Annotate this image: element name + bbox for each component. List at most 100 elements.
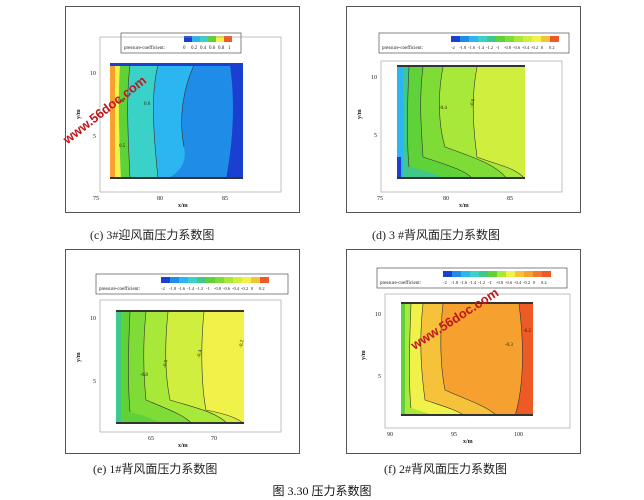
x-axis-label: x/m bbox=[463, 439, 473, 445]
contour-field-c: 0.8 0.6 0.5 bbox=[110, 63, 243, 180]
contour-label: -0.4 bbox=[197, 349, 203, 358]
legend-tick: -1.4 bbox=[477, 45, 485, 50]
legend-tick: -0.2 bbox=[531, 45, 538, 50]
contour-field-e: -0.8 -0.6 -0.4 -0.2 bbox=[116, 310, 245, 425]
legend-tick: -1.8 bbox=[451, 280, 459, 285]
y-tick: 10 bbox=[375, 312, 381, 318]
x-axis-label: x/m bbox=[178, 443, 188, 449]
caption-f: (f) 2#背风面压力系数图 bbox=[384, 462, 507, 476]
caption-d: (d) 3 #背风面压力系数图 bbox=[372, 228, 500, 242]
legend-tick: -1.2 bbox=[486, 45, 493, 50]
legend-tick: -1.6 bbox=[178, 286, 186, 291]
legend-title-f: pressure-coefficient: bbox=[380, 281, 421, 286]
legend-tick: -0.6 bbox=[505, 280, 513, 285]
y-axis-label: y/m bbox=[76, 109, 82, 119]
legend-tick: -1.8 bbox=[169, 286, 177, 291]
legend-colorbar-c bbox=[184, 36, 232, 42]
legend-colorbar-d bbox=[451, 36, 559, 42]
panel-d: pressure-coefficient: -2 -1.8 -1.6 -1.4 … bbox=[346, 6, 581, 213]
y-axis-label: y/m bbox=[361, 350, 367, 360]
legend-colorbar-f bbox=[443, 271, 551, 277]
x-tick: 85 bbox=[222, 196, 228, 202]
legend-colorbar-e bbox=[161, 277, 269, 283]
legend-tick: -0.8 bbox=[214, 286, 222, 291]
legend-tick: -2 bbox=[451, 45, 455, 50]
contour-plot-c: pressure-coefficient: 0 0.2 0.4 0.6 0.8 … bbox=[76, 32, 282, 209]
y-tick: 10 bbox=[371, 75, 377, 81]
figure-caption: 图 3.30 压力系数图 bbox=[272, 484, 372, 498]
contour-label: -0.6 bbox=[470, 98, 476, 107]
legend-tick: -1.2 bbox=[478, 280, 485, 285]
contour-label: -0.4 bbox=[439, 106, 447, 111]
legend-tick: 0 bbox=[251, 286, 254, 291]
x-axis-label: x/m bbox=[178, 203, 188, 209]
y-tick: 10 bbox=[90, 71, 96, 77]
y-tick: 5 bbox=[93, 134, 96, 140]
legend-tick: -1.8 bbox=[459, 45, 467, 50]
legend-tick: 0 bbox=[533, 280, 536, 285]
caption-c: (c) 3#迎风面压力系数图 bbox=[90, 228, 215, 242]
contour-label: 0.6 bbox=[144, 102, 151, 107]
legend-tick: 0.2 bbox=[191, 46, 198, 51]
contour-plot-e: pressure-coefficient: -2 -1.8 -1.6 -1.4 … bbox=[76, 273, 289, 449]
legend-tick: 0.2 bbox=[541, 280, 547, 285]
contour-label: -0.8 bbox=[140, 373, 148, 378]
legend-tick: -0.4 bbox=[232, 286, 240, 291]
legend-tick: -1 bbox=[496, 45, 500, 50]
legend-tick: -1.6 bbox=[460, 280, 468, 285]
legend-tick: -2 bbox=[161, 286, 165, 291]
contour-field-d: -0.4 -0.6 bbox=[397, 65, 526, 180]
x-tick: 90 bbox=[387, 432, 393, 438]
y-tick: 5 bbox=[93, 379, 96, 385]
legend-tick: -2 bbox=[443, 280, 447, 285]
legend-tick: -0.6 bbox=[513, 45, 521, 50]
x-tick: 85 bbox=[507, 196, 513, 202]
x-tick: 80 bbox=[157, 196, 163, 202]
legend-tick: -0.4 bbox=[522, 45, 530, 50]
x-tick: 80 bbox=[443, 196, 449, 202]
legend-tick: -1 bbox=[206, 286, 210, 291]
legend-title-e: pressure-coefficient: bbox=[99, 287, 140, 292]
contour-label: -0.3 bbox=[505, 343, 513, 348]
legend-tick: -1.2 bbox=[196, 286, 203, 291]
legend-tick: 0.4 bbox=[200, 46, 207, 51]
contour-field-f: -0.2 -0.3 bbox=[401, 302, 533, 417]
legend-tick: 0.6 bbox=[209, 46, 216, 51]
legend-tick: -0.8 bbox=[504, 45, 512, 50]
legend-tick: -0.2 bbox=[523, 280, 530, 285]
panel-c: pressure-coefficient: 0 0.2 0.4 0.6 0.8 … bbox=[65, 6, 300, 213]
legend-tick: 0.2 bbox=[549, 45, 555, 50]
legend-tick: 0 bbox=[541, 45, 544, 50]
legend-tick: 0 bbox=[183, 46, 186, 51]
legend-tick: -0.8 bbox=[496, 280, 504, 285]
contour-label: -0.6 bbox=[163, 359, 169, 368]
y-axis-label: y/m bbox=[76, 352, 82, 362]
legend-tick: -0.4 bbox=[514, 280, 522, 285]
y-tick: 5 bbox=[378, 374, 381, 380]
contour-label: -0.2 bbox=[239, 339, 245, 348]
y-tick: 10 bbox=[90, 316, 96, 322]
legend-tick: 0.8 bbox=[218, 46, 225, 51]
legend-tick: -0.6 bbox=[223, 286, 231, 291]
y-tick: 5 bbox=[374, 133, 377, 139]
legend-tick: -1.4 bbox=[469, 280, 477, 285]
panel-f: pressure-coefficient: -2 -1.8 -1.6 -1.4 … bbox=[346, 249, 581, 454]
legend-tick: -0.2 bbox=[241, 286, 248, 291]
legend-title-d: pressure-coefficient: bbox=[382, 46, 423, 51]
legend-tick: -1.6 bbox=[468, 45, 476, 50]
x-tick: 100 bbox=[514, 432, 523, 438]
x-tick: 95 bbox=[451, 432, 457, 438]
x-tick: 75 bbox=[93, 196, 99, 202]
caption-e: (e) 1#背风面压力系数图 bbox=[93, 462, 218, 476]
contour-label: 0.5 bbox=[119, 144, 126, 149]
legend-tick: 1 bbox=[228, 46, 231, 51]
x-tick: 70 bbox=[211, 436, 217, 442]
contour-plot-f: pressure-coefficient: -2 -1.8 -1.6 -1.4 … bbox=[361, 267, 571, 445]
legend-tick: 0.2 bbox=[259, 286, 265, 291]
legend-tick: -1.4 bbox=[187, 286, 195, 291]
contour-label: -0.2 bbox=[523, 329, 531, 334]
legend-title-c: pressure-coefficient: bbox=[124, 46, 165, 51]
x-axis-label: x/m bbox=[459, 203, 469, 209]
legend-tick: -1 bbox=[488, 280, 492, 285]
panel-e: pressure-coefficient: -2 -1.8 -1.6 -1.4 … bbox=[65, 249, 300, 454]
